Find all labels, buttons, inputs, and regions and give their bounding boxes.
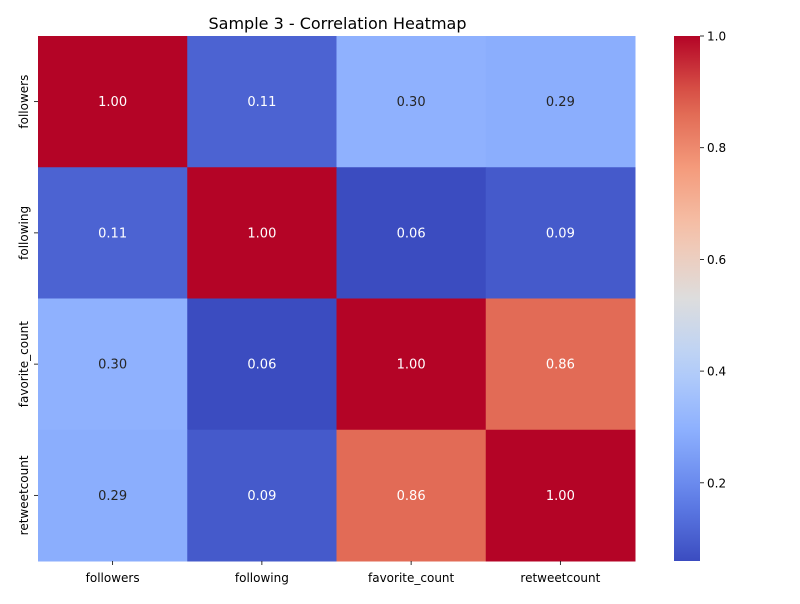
cell-value-label: 0.11: [247, 95, 276, 110]
cell-value-label: 0.06: [247, 358, 276, 373]
cell-value-label: 1.00: [546, 489, 575, 504]
cell-value-label: 1.00: [247, 226, 276, 241]
heatmap-cell: [336, 167, 487, 299]
heatmap-cell: [38, 167, 188, 299]
chart-title: Sample 3 - Correlation Heatmap: [208, 14, 466, 33]
cell-value-label: 1.00: [98, 95, 127, 110]
x-tick-label: followers: [86, 571, 140, 585]
heatmap-cell: [187, 167, 337, 299]
heatmap-cell: [336, 36, 487, 168]
heatmap-cell: [485, 298, 636, 431]
heatmap-cell: [38, 298, 188, 431]
x-tick-label: favorite_count: [368, 571, 455, 585]
cell-value-label: 0.11: [98, 226, 127, 241]
cell-value-label: 0.30: [98, 358, 127, 373]
x-tick-label: retweetcount: [520, 571, 600, 585]
y-tick-label: favorite_count: [17, 321, 31, 408]
heatmap-cell: [485, 429, 636, 562]
heatmap-cell: [485, 36, 636, 168]
colorbar-tick-label: 0.2: [707, 476, 726, 490]
cell-value-label: 0.30: [397, 95, 426, 110]
heatmap-axes: followers following favorite_count retweetc…: [17, 75, 601, 585]
colorbar-tick-label: 1.0: [707, 30, 726, 44]
heatmap-cell: [485, 167, 636, 299]
cell-value-label: 0.06: [397, 226, 426, 241]
colorbar: 0.2 0.4 0.6 0.8 1.0: [674, 30, 726, 561]
heatmap-cell: [187, 429, 337, 562]
heatmap-cell: [38, 36, 188, 168]
cell-value-label: 0.09: [247, 489, 276, 504]
heatmap-cell: [187, 298, 337, 431]
cell-value-label: 0.86: [546, 358, 575, 373]
y-tick-label: following: [17, 206, 31, 260]
colorbar-tick-label: 0.8: [707, 141, 726, 155]
cell-value-label: 0.86: [397, 489, 426, 504]
heatmap-cell: [38, 429, 188, 562]
colorbar-gradient: [674, 36, 700, 561]
cell-value-label: 0.09: [546, 226, 575, 241]
heatmap-cell: [187, 36, 337, 168]
y-tick-label: retweetcount: [17, 455, 31, 535]
heatmap-cells: 1.00 0.11 0.30 0.29 0.11 1.00 0.06 0.09 0.30 0.06…: [38, 36, 636, 562]
y-tick-label: followers: [17, 75, 31, 129]
cell-value-label: 0.29: [546, 95, 575, 110]
cell-value-label: 0.29: [98, 489, 127, 504]
cell-value-label: 1.00: [397, 358, 426, 373]
colorbar-tick-label: 0.6: [707, 253, 726, 267]
x-tick-label: following: [235, 571, 289, 585]
heatmap-cell: [336, 298, 487, 431]
heatmap-cell: [336, 429, 487, 562]
colorbar-tick-label: 0.4: [707, 365, 726, 379]
